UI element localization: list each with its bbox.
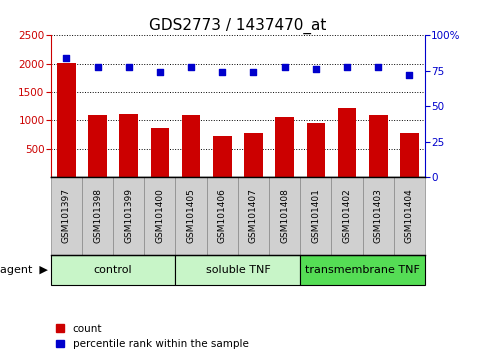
Text: control: control — [94, 265, 132, 275]
Point — [156, 69, 164, 75]
Bar — [119, 114, 138, 177]
Bar — [51, 255, 175, 285]
Text: GSM101408: GSM101408 — [280, 188, 289, 244]
Bar — [269, 177, 300, 255]
Bar — [244, 133, 263, 177]
Bar — [338, 108, 356, 177]
Bar — [363, 177, 394, 255]
Bar — [82, 177, 113, 255]
Bar — [331, 177, 363, 255]
Point — [374, 64, 382, 69]
Point — [187, 64, 195, 69]
Bar — [207, 177, 238, 255]
Point — [281, 64, 288, 69]
Bar — [275, 117, 294, 177]
Bar — [238, 177, 269, 255]
Title: GDS2773 / 1437470_at: GDS2773 / 1437470_at — [149, 18, 327, 34]
Text: GSM101403: GSM101403 — [374, 188, 383, 244]
Text: GSM101398: GSM101398 — [93, 188, 102, 244]
Text: GSM101404: GSM101404 — [405, 189, 414, 243]
Point — [406, 72, 413, 78]
Bar — [113, 177, 144, 255]
Bar — [57, 63, 76, 177]
Text: GSM101401: GSM101401 — [312, 188, 320, 244]
Text: soluble TNF: soluble TNF — [205, 265, 270, 275]
Point — [94, 64, 101, 69]
Bar — [175, 255, 300, 285]
Bar — [394, 177, 425, 255]
Point — [62, 55, 70, 61]
Text: GSM101399: GSM101399 — [124, 188, 133, 244]
Bar — [144, 177, 175, 255]
Text: agent  ▶: agent ▶ — [0, 265, 48, 275]
Point — [312, 67, 320, 72]
Point — [125, 64, 132, 69]
Text: GSM101400: GSM101400 — [156, 188, 164, 244]
Bar — [182, 115, 200, 177]
Bar — [369, 115, 388, 177]
Bar — [88, 115, 107, 177]
Point — [343, 64, 351, 69]
Text: GSM101406: GSM101406 — [218, 188, 227, 244]
Bar — [51, 177, 82, 255]
Bar — [213, 136, 232, 177]
Bar — [175, 177, 207, 255]
Point — [250, 69, 257, 75]
Bar — [400, 133, 419, 177]
Text: transmembrane TNF: transmembrane TNF — [305, 265, 420, 275]
Bar — [300, 255, 425, 285]
Text: GSM101397: GSM101397 — [62, 188, 71, 244]
Point — [218, 69, 226, 75]
Text: GSM101402: GSM101402 — [342, 189, 352, 243]
Bar — [307, 123, 325, 177]
Bar — [300, 177, 331, 255]
Text: GSM101405: GSM101405 — [186, 188, 196, 244]
Legend: count, percentile rank within the sample: count, percentile rank within the sample — [56, 324, 248, 349]
Bar — [151, 128, 169, 177]
Text: GSM101407: GSM101407 — [249, 188, 258, 244]
